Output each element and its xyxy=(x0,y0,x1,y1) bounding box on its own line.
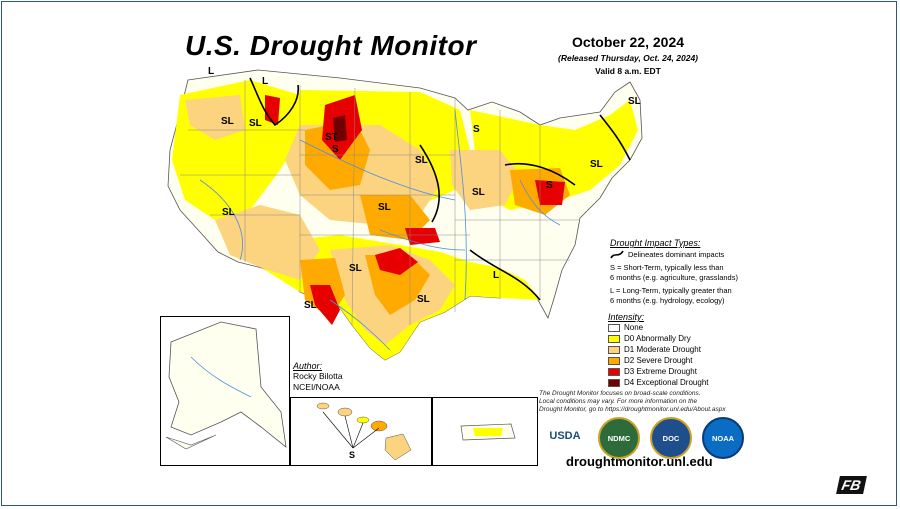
impact-long-term: L = Long-Term, typically greater than 6 … xyxy=(610,286,732,305)
info-note-line2: Local conditions may vary. For more info… xyxy=(539,398,698,406)
usda-logo: USDA xyxy=(546,417,584,455)
hawaii-inset: S xyxy=(290,397,432,466)
region-label: L xyxy=(262,76,269,87)
impact-boundaries xyxy=(249,77,631,301)
legend-item-d1: D1 Moderate Drought xyxy=(608,345,701,354)
info-note-line3: Drought Monitor, go to https://droughtmo… xyxy=(539,406,726,414)
impact-types-heading: Drought Impact Types: xyxy=(610,238,701,248)
impact-short-term: S = Short-Term, typically less than 6 mo… xyxy=(610,263,738,282)
region-label: SL xyxy=(417,294,430,305)
author-name: Rocky Bilotta xyxy=(293,371,343,381)
legend-swatch xyxy=(608,323,620,332)
impact-delineates: Delineates dominant impacts xyxy=(610,250,724,260)
impact-line-icon xyxy=(610,250,624,259)
d3-area-oklahoma xyxy=(375,248,418,275)
legend-item-d2: D2 Severe Drought xyxy=(608,356,692,365)
legend-label: D3 Extreme Drought xyxy=(624,367,697,376)
region-label: S xyxy=(473,124,480,135)
legend-label: D0 Abnormally Dry xyxy=(624,334,691,343)
map-title: U.S. Drought Monitor xyxy=(185,30,477,61)
legend-item-d0: D0 Abnormally Dry xyxy=(608,334,691,343)
legend-item-d3: D3 Extreme Drought xyxy=(608,367,697,376)
region-label: SL xyxy=(304,300,317,311)
puerto-rico-map xyxy=(460,423,516,441)
region-label: SL xyxy=(472,187,485,198)
legend-item-d4: D4 Exceptional Drought xyxy=(608,378,709,387)
legend-swatch xyxy=(608,345,620,354)
hawaii-label: S xyxy=(349,450,355,460)
region-label: S xyxy=(546,180,553,191)
legend-item-none: None xyxy=(608,323,643,332)
impact-short-line2: 6 months (e.g. agriculture, grasslands) xyxy=(610,272,738,282)
region-label: SL xyxy=(222,207,235,218)
region-label: L xyxy=(208,66,215,77)
region-label: S xyxy=(332,144,339,155)
d3-area-kansas xyxy=(405,228,440,245)
usda-logo-text: USDA xyxy=(549,430,581,442)
legend-swatch xyxy=(608,356,620,365)
legend-swatch xyxy=(608,334,620,343)
impact-short-line1: S = Short-Term, typically less than xyxy=(610,263,724,272)
info-note: The Drought Monitor focuses on broad-sca… xyxy=(539,390,749,415)
author-block: Rocky Bilotta NCEI/NOAA xyxy=(293,371,343,393)
legend-label: None xyxy=(624,323,644,332)
release-date: (Released Thursday, Oct. 24, 2024) xyxy=(558,53,698,63)
corner-logo: FB xyxy=(836,476,867,494)
info-note-line1: The Drought Monitor focuses on broad-sca… xyxy=(539,390,701,397)
legend-label: D1 Moderate Drought xyxy=(624,345,701,354)
region-label: SL xyxy=(590,159,603,170)
region-label: SL xyxy=(221,116,234,127)
region-label: SL xyxy=(349,263,362,274)
impact-delineates-text: Delineates dominant impacts xyxy=(628,250,725,259)
d3-area-wv xyxy=(535,180,565,205)
doc-logo-text: DOC xyxy=(662,433,680,443)
region-label: SL xyxy=(628,96,641,107)
hawaii-map: S xyxy=(316,402,412,461)
state-boundaries xyxy=(180,80,580,326)
d1-area-southwest xyxy=(215,205,320,280)
doc-logo: DOC xyxy=(650,417,692,459)
website-url[interactable]: droughtmonitor.unl.edu xyxy=(566,454,713,469)
ndmc-logo-text: NDMC xyxy=(607,433,631,443)
rivers xyxy=(199,109,561,351)
legend-swatch xyxy=(608,367,620,376)
region-label: SL xyxy=(415,155,428,166)
d3-area-idaho xyxy=(265,95,280,125)
region-label: SL xyxy=(249,118,262,129)
d3-area-westtexas xyxy=(310,285,340,325)
puerto-rico-inset xyxy=(432,397,538,466)
region-label: SL xyxy=(378,202,391,213)
author-heading: Author: xyxy=(293,361,323,371)
region-label: L xyxy=(493,270,500,281)
d4-area-montana xyxy=(333,115,347,142)
author-org: NCEI/NOAA xyxy=(293,382,340,392)
legend-swatch xyxy=(608,378,620,387)
valid-time: Valid 8 a.m. EDT xyxy=(595,66,661,76)
alaska-map xyxy=(165,321,287,450)
impact-long-line1: L = Long-Term, typically greater than xyxy=(610,286,732,295)
region-label: ST xyxy=(325,132,338,143)
d1-area-midwest xyxy=(450,150,520,210)
map-date: October 22, 2024 xyxy=(571,34,685,50)
impact-long-line2: 6 months (e.g. hydrology, ecology) xyxy=(610,295,725,305)
alaska-inset xyxy=(160,316,290,466)
d1-area-northwest xyxy=(185,95,245,140)
intensity-heading: Intensity: xyxy=(608,312,645,322)
legend-label: D2 Severe Drought xyxy=(624,356,693,365)
noaa-logo-text: NOAA xyxy=(711,433,735,443)
noaa-logo: NOAA xyxy=(702,417,744,459)
legend-label: D4 Exceptional Drought xyxy=(624,378,709,387)
ndmc-logo: NDMC xyxy=(598,417,640,459)
